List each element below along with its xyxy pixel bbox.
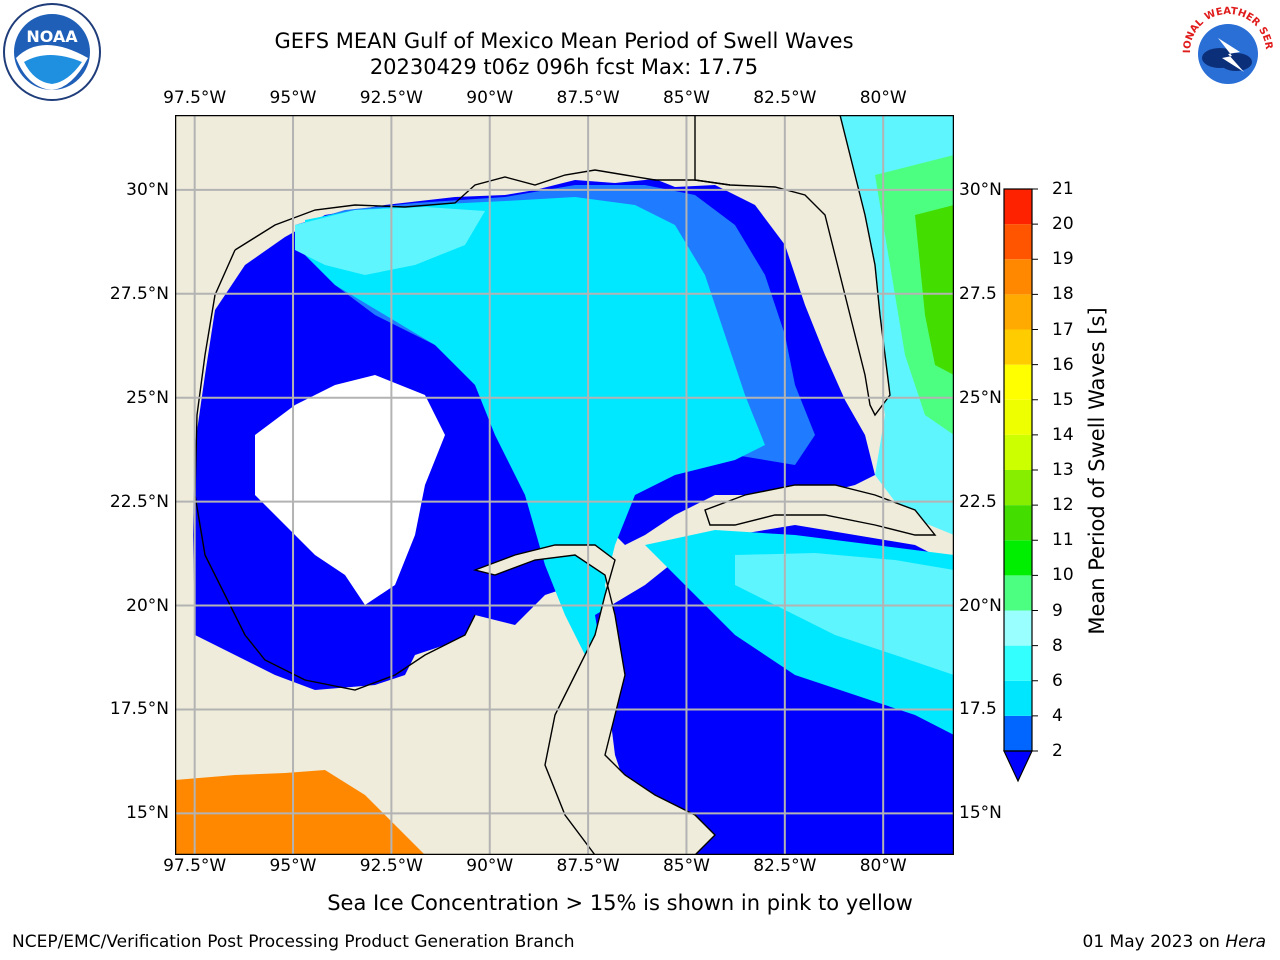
no-data-region: [255, 375, 445, 605]
florida-land: [694, 115, 954, 417]
footer-host: Hera: [1225, 932, 1266, 952]
lon-tick-bottom: 85°W: [662, 856, 710, 876]
colorbar-tick: 18: [1052, 284, 1074, 305]
lon-tick-bottom: 92.5°W: [359, 856, 423, 876]
lat-tick-right: 30°N: [959, 179, 1002, 200]
colorbar-tick: 6: [1052, 670, 1063, 691]
colorbar-segment: [1004, 715, 1032, 751]
colorbar: [1003, 188, 1038, 783]
colorbar-segment: [1004, 294, 1032, 330]
lat-tick-right: 17.5: [959, 699, 997, 720]
chart-subtitle: 20230429 t06z 096h fcst Max: 17.75: [369, 55, 759, 79]
gulf-water-light-cyan: [295, 207, 485, 275]
lon-tick-bottom: 82.5°W: [753, 856, 817, 876]
colorbar-segment: [1004, 505, 1032, 541]
atlantic-water-bright-green: [915, 205, 954, 375]
noaa-logo: NOAA: [2, 2, 102, 102]
lat-tick-left: 20°N: [126, 595, 169, 616]
lon-tick-bottom: 87.5°W: [556, 856, 620, 876]
nws-logo: NATIONAL WEATHER SERVICE: [1174, 0, 1278, 102]
footer-credit: NCEP/EMC/Verification Post Processing Pr…: [12, 932, 575, 952]
lon-tick-bottom: 95°W: [269, 856, 317, 876]
lon-tick-top: 87.5°W: [556, 88, 620, 108]
lat-tick-right: 27.5: [959, 283, 997, 304]
colorbar-tick: 10: [1052, 565, 1074, 586]
gulf-water-cyan-core: [305, 197, 765, 715]
lon-tick-top: 95°W: [269, 88, 317, 108]
colorbar-segment: [1004, 680, 1032, 716]
northern-gulf-coast: [234, 169, 731, 251]
chart-title: GEFS MEAN Gulf of Mexico Mean Period of …: [274, 29, 854, 53]
colorbar-segment: [1004, 470, 1032, 506]
lat-tick-left: 27.5°N: [109, 283, 169, 304]
cuba-land: [704, 484, 937, 536]
colorbar-segment: [1004, 399, 1032, 435]
lat-tick-left: 30°N: [126, 179, 169, 200]
lat-tick-left: 25°N: [126, 387, 169, 408]
footer-date: 01 May 2023 on Hera: [1083, 932, 1267, 952]
caribbean-water-light-cyan: [735, 553, 954, 675]
colorbar-tick: 15: [1052, 389, 1074, 410]
colorbar-segment: [1004, 329, 1032, 365]
lat-tick-left: 22.5°N: [109, 491, 169, 512]
lon-tick-bottom: 97.5°W: [163, 856, 227, 876]
lat-tick-right: 25°N: [959, 387, 1002, 408]
colorbar-tick: 13: [1052, 460, 1074, 480]
lon-tick-bottom: 90°W: [466, 856, 514, 876]
colorbar-segment: [1004, 645, 1032, 681]
map-panel: [175, 115, 954, 855]
colorbar-segment: [1004, 189, 1032, 225]
lat-tick-left: 15°N: [126, 803, 169, 824]
colorbar-segment: [1004, 434, 1032, 470]
lon-tick-top: 90°W: [466, 88, 514, 108]
colorbar-tick: 11: [1052, 530, 1074, 551]
noaa-logo-text: NOAA: [26, 27, 78, 46]
colorbar-tick: 12: [1052, 495, 1074, 516]
lon-tick-top: 85°W: [662, 88, 710, 108]
colorbar-segment: [1004, 575, 1032, 611]
colorbar-under-extension: [1003, 750, 1033, 783]
colorbar-tick: 14: [1052, 424, 1074, 445]
lon-tick-top: 97.5°W: [163, 88, 227, 108]
lat-tick-right: 15°N: [959, 803, 1002, 824]
colorbar-segment: [1004, 610, 1032, 646]
colorbar-segment: [1004, 540, 1032, 576]
lat-tick-left: 17.5°N: [109, 699, 169, 720]
lon-tick-bottom: 80°W: [859, 856, 907, 876]
yucatan-land: [472, 544, 716, 855]
colorbar-tick: 8: [1052, 635, 1063, 656]
map-frame: [175, 115, 954, 855]
lon-tick-top: 82.5°W: [753, 88, 817, 108]
colorbar-tick: 2: [1052, 741, 1063, 761]
colorbar-label: Mean Period of Swell Waves [s]: [1085, 307, 1109, 635]
colorbar-segment: [1004, 364, 1032, 400]
lat-tick-right: 20°N: [959, 595, 1002, 616]
colorbar-tick: 9: [1052, 600, 1063, 621]
lon-tick-top: 92.5°W: [359, 88, 423, 108]
colorbar-tick: 20: [1052, 214, 1074, 235]
colorbar-tick: 4: [1052, 705, 1063, 726]
footer-date-text: 01 May 2023 on: [1082, 932, 1226, 952]
colorbar-segment: [1004, 259, 1032, 295]
mexico-coast: [194, 249, 476, 691]
lat-tick-right: 22.5: [959, 491, 997, 512]
sea-ice-note: Sea Ice Concentration > 15% is shown in …: [327, 891, 913, 915]
lon-tick-top: 80°W: [859, 88, 907, 108]
colorbar-tick: 16: [1052, 354, 1074, 375]
colorbar-tick: 21: [1052, 179, 1074, 199]
colorbar-tick: 17: [1052, 319, 1074, 340]
colorbar-segment: [1004, 224, 1032, 260]
colorbar-tick: 19: [1052, 249, 1074, 270]
graticule: [175, 115, 954, 855]
